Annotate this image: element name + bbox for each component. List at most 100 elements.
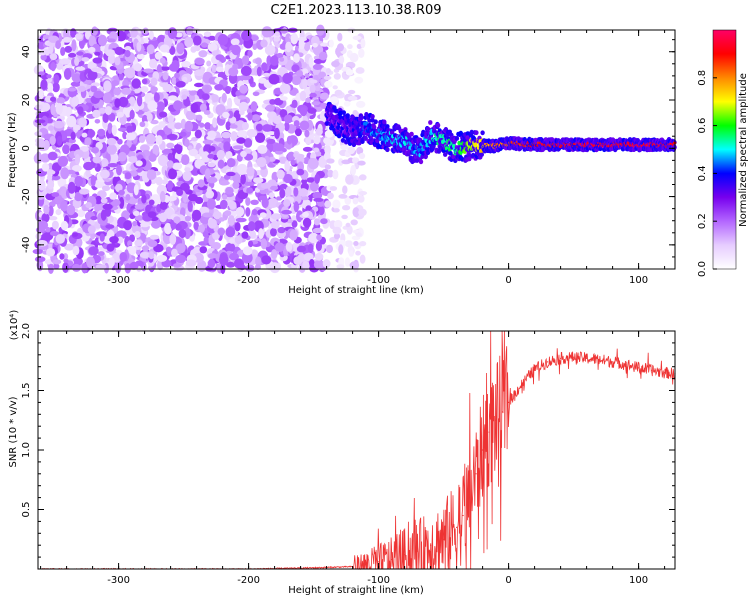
spectrogram-cell <box>118 151 127 162</box>
spectrogram-cell <box>73 124 81 131</box>
spectrogram-cell <box>55 40 61 50</box>
spectrogram-cell <box>204 168 211 180</box>
spectrogram-cell <box>146 169 157 180</box>
spectrogram-cell <box>240 173 247 185</box>
spectrogram-cell <box>165 246 172 254</box>
spectrogram-cell <box>284 121 290 132</box>
spectrogram-cell <box>328 39 334 48</box>
spectrogram-cell <box>178 229 187 239</box>
spectrogram-cell <box>241 231 249 239</box>
spectrogram-cell <box>88 46 96 53</box>
spectrogram-cell <box>50 96 57 102</box>
spectrogram-cell <box>293 256 303 265</box>
spectrogram-cell <box>258 228 264 240</box>
spectrogram-cell <box>173 263 182 268</box>
spectrogram-cell <box>159 201 168 210</box>
spectrogram-cell <box>136 53 145 60</box>
spectrogram-cell <box>74 57 80 66</box>
spectrogram-cell <box>306 177 315 183</box>
spectrogram-x-tick-label: -200 <box>237 275 260 286</box>
spectrogram-cell <box>327 169 334 178</box>
spectrogram-cell <box>251 209 258 216</box>
spectrogram-cell <box>141 78 148 85</box>
spectrogram-cell <box>88 246 99 256</box>
spectrogram-cell <box>244 181 255 186</box>
spectrogram-cell <box>223 141 231 152</box>
spectrogram-cell <box>53 263 60 270</box>
spectrogram-cell <box>245 207 251 217</box>
spectrogram-cell <box>214 137 224 142</box>
spectrogram-cell <box>347 146 356 155</box>
spectrogram-cell <box>114 46 124 56</box>
spectrogram-cell <box>250 101 258 112</box>
spectrogram-cell <box>246 187 254 194</box>
spectrogram-cell <box>174 122 183 130</box>
spectrogram-cell <box>356 146 364 155</box>
spectrogram-cell <box>345 222 351 228</box>
spectrogram-cell <box>217 227 226 236</box>
spectrogram-cell <box>385 147 390 153</box>
spectrogram-cell <box>199 103 207 112</box>
spectrogram-cell <box>299 120 310 131</box>
spectrogram-cell <box>332 199 341 210</box>
spectrogram-cell <box>347 95 358 101</box>
spectrogram-cell <box>341 214 348 220</box>
spectrogram-cell <box>358 191 368 196</box>
spectrogram-cell <box>59 253 65 260</box>
spectrogram-cell <box>329 186 338 191</box>
spectrogram-cell <box>352 197 359 205</box>
spectrogram-cell <box>307 243 314 254</box>
spectrogram-cell <box>228 200 237 210</box>
spectrogram-cell <box>296 168 305 176</box>
spectrogram-cell <box>299 90 307 102</box>
spectrogram-cell <box>262 124 273 132</box>
spectrogram-cell <box>304 73 310 78</box>
spectrogram-cell <box>45 226 51 233</box>
spectrogram-cell <box>91 82 100 87</box>
spectrogram-cell <box>71 96 80 107</box>
spectrogram-cell <box>314 252 324 261</box>
spectrogram-cell <box>35 226 45 234</box>
spectrogram-cell <box>109 236 119 244</box>
spectrogram-cell <box>289 229 298 241</box>
spectrogram-cell <box>67 181 76 194</box>
spectrogram-cell <box>181 94 188 100</box>
spectrogram-cell <box>134 215 145 221</box>
spectrogram-cell <box>184 167 191 172</box>
spectrogram-cell <box>173 216 181 224</box>
spectrogram-cell <box>293 201 299 213</box>
spectrogram-cell <box>133 210 140 217</box>
spectrogram-cell <box>283 199 291 208</box>
spectrogram-cell <box>55 234 65 244</box>
spectrogram-cell <box>147 100 158 111</box>
spectrogram-cell <box>155 176 163 186</box>
spectrogram-cell <box>333 232 341 240</box>
spectrogram-cell <box>168 95 178 101</box>
spectrogram-cell <box>245 266 254 271</box>
spectrogram-cell <box>347 89 356 95</box>
spectrogram-cell <box>72 245 80 256</box>
spectrogram-cell <box>435 122 441 128</box>
spectrogram-cell <box>47 179 55 190</box>
spectrogram-cell <box>357 160 366 166</box>
spectrogram-cell <box>274 127 280 140</box>
spectrogram-cell <box>336 264 345 269</box>
spectrogram-cell <box>72 263 81 272</box>
spectrogram-cell <box>203 31 212 37</box>
spectrogram-cell <box>60 46 66 57</box>
spectrogram-cell <box>457 140 462 146</box>
spectrogram-cell <box>88 35 96 47</box>
spectrogram-cell <box>174 144 182 151</box>
spectrogram-cell <box>293 152 299 158</box>
spectrogram-cell <box>358 48 365 58</box>
spectrogram-cell <box>308 56 314 68</box>
spectrogram-cell <box>324 200 332 208</box>
spectrogram-cell <box>190 102 199 113</box>
spectrogram-cell <box>333 208 340 213</box>
spectrogram-cell <box>324 144 331 155</box>
spectrogram-cell <box>105 49 116 57</box>
spectrogram-cell <box>53 74 60 85</box>
spectrogram-cell <box>255 123 263 132</box>
spectrogram-cell <box>197 179 205 188</box>
spectrogram-cell <box>90 216 98 221</box>
